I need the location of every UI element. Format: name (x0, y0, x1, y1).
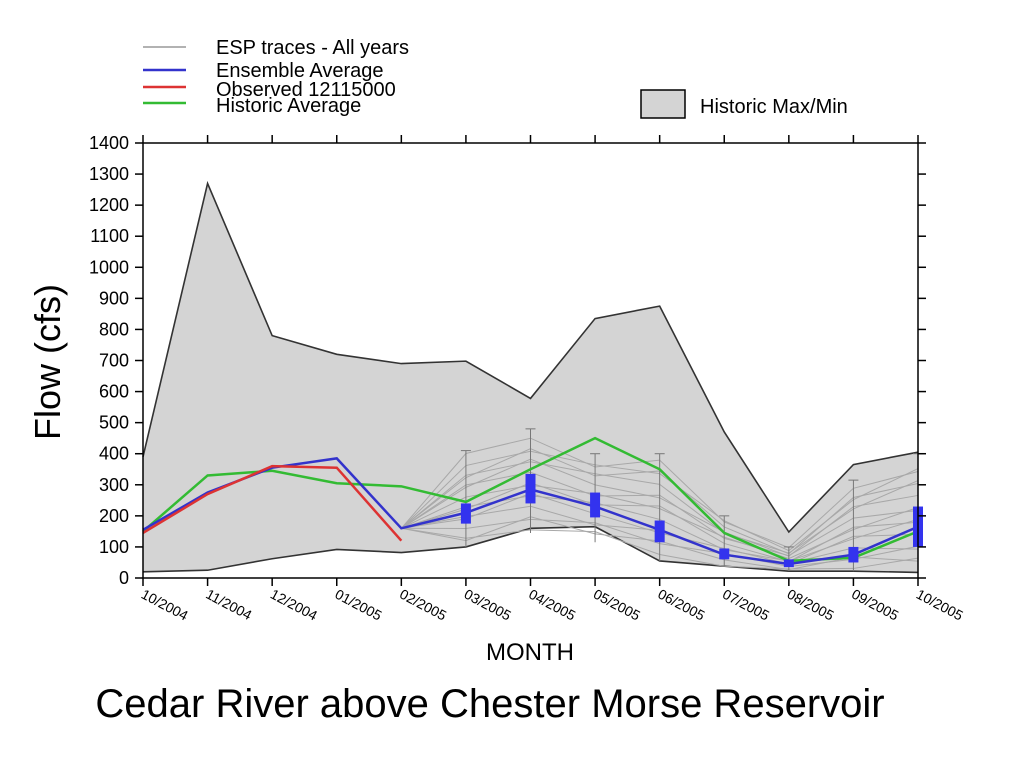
legend-label-ensemble: Ensemble Average (216, 60, 384, 82)
y-tick-label: 1300 (89, 164, 129, 184)
box-05/2005 (590, 492, 601, 518)
series-line-2 (142, 464, 403, 542)
box-03/2005 (460, 503, 471, 524)
x-tick-label: 10/2004 (139, 586, 191, 624)
y-tick-label: 1100 (90, 226, 129, 246)
x-tick-label: 02/2005 (397, 586, 449, 624)
legend-label-maxmin: Historic Max/Min (700, 96, 848, 118)
y-tick-label: 0 (119, 568, 129, 588)
legend: ESP traces - All years Ensemble Average … (143, 37, 848, 119)
box-07/2005 (719, 548, 730, 560)
y-tick-label: 900 (99, 288, 129, 308)
y-tick-label: 200 (99, 506, 129, 526)
x-tick-label: 06/2005 (655, 586, 707, 624)
x-tick-label: 05/2005 (591, 586, 643, 624)
x-tick-label: 03/2005 (462, 586, 514, 624)
x-tick-label: 08/2005 (785, 586, 837, 624)
chart-title: Cedar River above Chester Morse Reservoi… (95, 682, 884, 726)
legend-label-historic-avg: Historic Average (216, 95, 361, 117)
y-tick-label: 600 (99, 382, 129, 402)
box-09/2005 (848, 546, 859, 563)
y-tick-label: 100 (99, 537, 129, 557)
y-tick-label: 1000 (89, 257, 129, 277)
y-axis-label: Flow (cfs) (27, 284, 68, 440)
legend-swatch-maxmin (640, 89, 686, 119)
legend-label-observed: Observed 12115000 (216, 79, 396, 101)
x-tick-label: 01/2005 (332, 586, 384, 624)
x-tick-label: 09/2005 (849, 586, 901, 624)
historic-maxmin-band (143, 183, 918, 573)
x-tick-label: 04/2005 (526, 586, 578, 624)
box-06/2005 (654, 520, 665, 543)
legend-label-esp: ESP traces - All years (216, 37, 409, 59)
x-tick-label: 12/2004 (268, 586, 320, 624)
historic-max-line (142, 180, 919, 534)
plot-area: 0 100 200 300 400 500 600 700 800 900 1000 1100 1200… (89, 133, 966, 624)
box-04/2005 (525, 473, 536, 504)
y-tick-label: 1200 (89, 195, 129, 215)
x-axis-label: MONTH (486, 639, 574, 666)
y-tick-label: 700 (99, 351, 129, 371)
x-tick-label: 11/2004 (203, 586, 254, 623)
x-tick-label: 10/2005 (914, 586, 966, 624)
y-tick-label: 800 (99, 319, 129, 339)
box-08/2005 (783, 559, 794, 568)
y-tick-label: 400 (99, 444, 129, 464)
y-tick-label: 1400 (89, 133, 129, 153)
y-tick-label: 300 (99, 475, 129, 495)
x-tick-label: 07/2005 (720, 586, 772, 624)
y-tick-label: 500 (99, 413, 129, 433)
